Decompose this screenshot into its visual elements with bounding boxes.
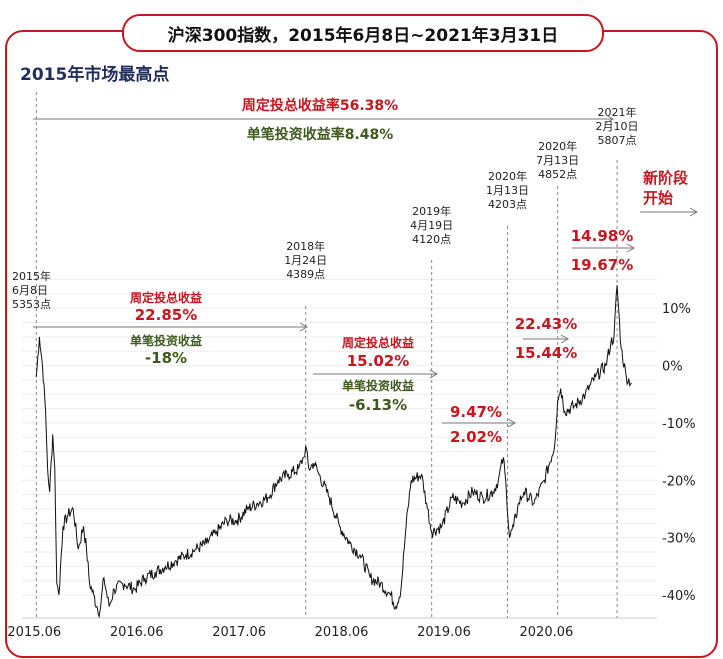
p1-fixed-value: 22.85%	[135, 306, 197, 324]
x-axis: 2015.06 2016.06 2017.06 2018.06 2019.06 2020.…	[7, 625, 573, 640]
grid	[22, 278, 657, 619]
p3-single-value: 2.02%	[450, 428, 502, 446]
y-tick-label: 0%	[662, 360, 683, 375]
event-label: 1月13日	[486, 184, 529, 197]
event-label: 4389点	[286, 268, 325, 281]
p3-arrowhead	[507, 418, 517, 428]
new-stage-arrowhead	[689, 207, 699, 217]
x-tick-label: 2018.06	[315, 625, 369, 640]
event-label: 5807点	[598, 134, 637, 147]
x-tick-label: 2017.06	[212, 625, 266, 640]
p2-arrowhead	[429, 369, 439, 379]
event-label: 2020年	[488, 169, 527, 183]
p4-arrowhead	[560, 334, 570, 344]
p1-single-label: 单笔投资收益	[130, 333, 202, 348]
event-label: 4852点	[538, 168, 577, 181]
overall-single-return: 单笔投资收益率8.48%	[247, 126, 394, 143]
p1-single-value: -18%	[145, 349, 187, 367]
y-tick-label: -20%	[662, 474, 696, 489]
p1-arrowhead	[299, 322, 309, 332]
event-label: 4月19日	[410, 219, 453, 232]
x-tick-label: 2015.06	[7, 625, 61, 640]
event-label: 1月24日	[284, 254, 327, 267]
event-label: 2020年	[538, 139, 577, 153]
event-label: 2015年	[12, 269, 51, 283]
p4-fixed-value: 22.43%	[515, 315, 577, 333]
p5-arrowhead	[626, 243, 636, 253]
event-label: 4203点	[488, 198, 527, 211]
chart-frame	[5, 30, 718, 658]
event-label: 2018年	[286, 239, 325, 253]
event-label: 2019年	[412, 204, 451, 218]
y-tick-label: -40%	[662, 589, 696, 604]
x-tick-label: 2020.06	[520, 625, 574, 640]
event-label: 2021年	[598, 105, 637, 119]
p1-fixed-label: 周定投总收益	[130, 290, 202, 305]
y-axis: 10% 0% -10% -20% -30% -40%	[662, 302, 696, 604]
new-stage-line2: 开始	[643, 189, 673, 207]
y-tick-label: 10%	[662, 302, 691, 317]
series-line	[35, 285, 632, 619]
event-label: 6月8日	[12, 284, 48, 297]
event-label: 5353点	[12, 298, 51, 311]
event-label: 7月13日	[536, 154, 579, 167]
p5-fixed-value: 14.98%	[571, 227, 633, 245]
x-tick-label: 2016.06	[110, 625, 164, 640]
p2-single-value: -6.13%	[349, 396, 407, 414]
p4-single-value: 15.44%	[515, 344, 577, 362]
chart-title: 沪深300指数，2015年6月8日~2021年3月31日	[122, 14, 604, 52]
event-lines: 2015年6月8日5353点2018年1月24日4389点2019年4月19日4…	[12, 92, 639, 618]
overall-arrowhead	[605, 114, 615, 124]
y-tick-label: -30%	[662, 532, 696, 547]
subtitle: 2015年市场最高点	[20, 64, 169, 85]
y-tick-label: -10%	[662, 417, 696, 432]
p2-fixed-value: 15.02%	[347, 352, 409, 370]
p2-single-label: 单笔投资收益	[342, 378, 414, 393]
event-label: 2月10日	[596, 120, 639, 133]
p2-fixed-label: 周定投总收益	[342, 335, 414, 350]
overall-fixed-return: 周定投总收益率56.38%	[242, 97, 398, 114]
p3-fixed-value: 9.47%	[450, 403, 502, 421]
p5-single-value: 19.67%	[571, 256, 633, 274]
new-stage-line1: 新阶段	[643, 169, 688, 187]
x-tick-label: 2019.06	[417, 625, 471, 640]
event-label: 4120点	[412, 233, 451, 246]
series-group	[35, 285, 632, 619]
